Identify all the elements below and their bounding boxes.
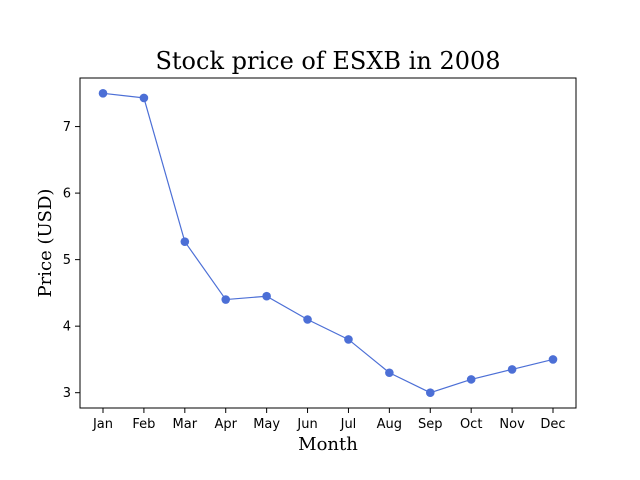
data-point (385, 368, 394, 378)
data-point (139, 93, 149, 103)
x-tick-label: May (253, 417, 280, 432)
series-group (98, 89, 558, 397)
data-point (507, 365, 517, 374)
y-axis-label: Price (USD) (35, 189, 56, 298)
chart-title: Stock price of ESXB in 2008 (155, 47, 500, 75)
y-tick-label: 7 (63, 120, 71, 135)
data-point (548, 355, 558, 364)
data-point (425, 388, 435, 397)
x-axis: Jan Feb Mar Apr May Jun Jul Aug Sep Oct Nov Dec (92, 408, 566, 432)
x-tick-label: Apr (214, 417, 237, 432)
x-axis-label: Month (298, 434, 358, 455)
x-tick-label: Nov (499, 417, 525, 432)
x-tick-label: Dec (540, 417, 565, 432)
x-tick-label: Mar (173, 417, 198, 432)
x-tick-label: Jun (296, 417, 317, 432)
data-point (303, 315, 312, 324)
x-tick-label: Jul (340, 417, 357, 432)
data-point (262, 291, 271, 301)
data-point (221, 295, 231, 304)
data-point (466, 375, 476, 384)
plot-area (79, 77, 577, 409)
data-point (344, 335, 353, 344)
y-tick-label: 4 (63, 320, 71, 335)
x-tick-label: Jan (92, 417, 113, 432)
y-tick-label: 5 (63, 253, 71, 268)
y-axis: 3 4 5 6 7 (63, 120, 80, 401)
x-tick-label: Oct (460, 417, 482, 432)
x-tick-label: Sep (418, 417, 443, 432)
data-point (98, 89, 108, 98)
y-tick-label: 3 (63, 386, 71, 401)
x-tick-label: Feb (132, 417, 155, 432)
x-tick-label: Aug (377, 417, 402, 432)
data-point (180, 237, 190, 246)
y-tick-label: 6 (63, 187, 71, 202)
series-line (102, 92, 554, 394)
